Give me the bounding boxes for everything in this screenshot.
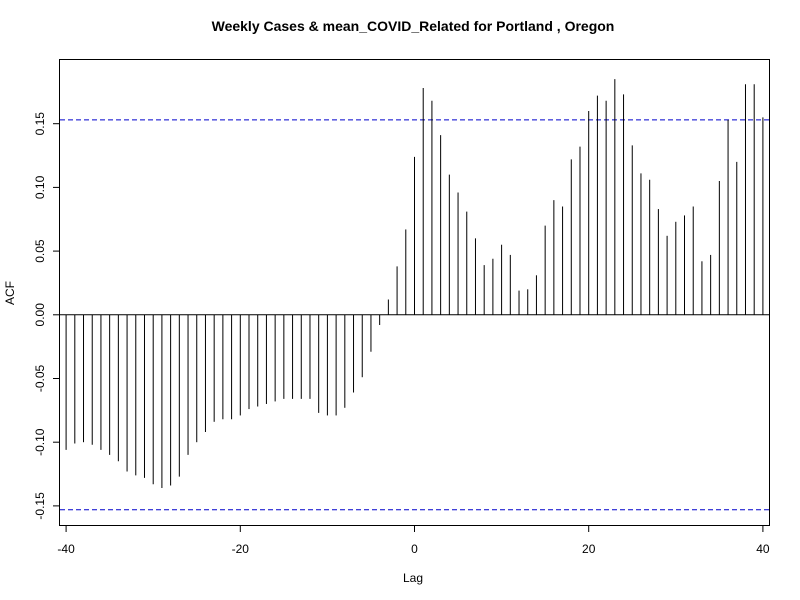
- y-tick-label: 0.15: [33, 112, 47, 136]
- y-tick-label: 0.05: [33, 239, 47, 263]
- y-tick-label: -0.10: [33, 428, 47, 456]
- x-axis-label: Lag: [403, 571, 423, 585]
- acf-bars: [65, 79, 764, 489]
- y-axis: -0.15 -0.10 -0.05 0.00 0.05 0.10 0.15: [33, 112, 60, 520]
- y-tick-label: 0.00: [33, 303, 47, 327]
- x-tick-label: -20: [232, 542, 250, 556]
- confidence-bounds: [60, 119, 769, 511]
- x-tick-label: 40: [756, 542, 770, 556]
- x-axis: -40 -20 0 20 40: [57, 525, 770, 556]
- y-tick-label: -0.05: [33, 364, 47, 392]
- x-tick-label: -40: [57, 542, 75, 556]
- x-tick-label: 0: [411, 542, 418, 556]
- x-tick-label: 20: [582, 542, 596, 556]
- y-tick-label: -0.15: [33, 492, 47, 520]
- y-axis-label: ACF: [3, 281, 17, 305]
- y-tick-label: 0.10: [33, 175, 47, 199]
- chart-title: Weekly Cases & mean_COVID_Related for Po…: [212, 18, 615, 34]
